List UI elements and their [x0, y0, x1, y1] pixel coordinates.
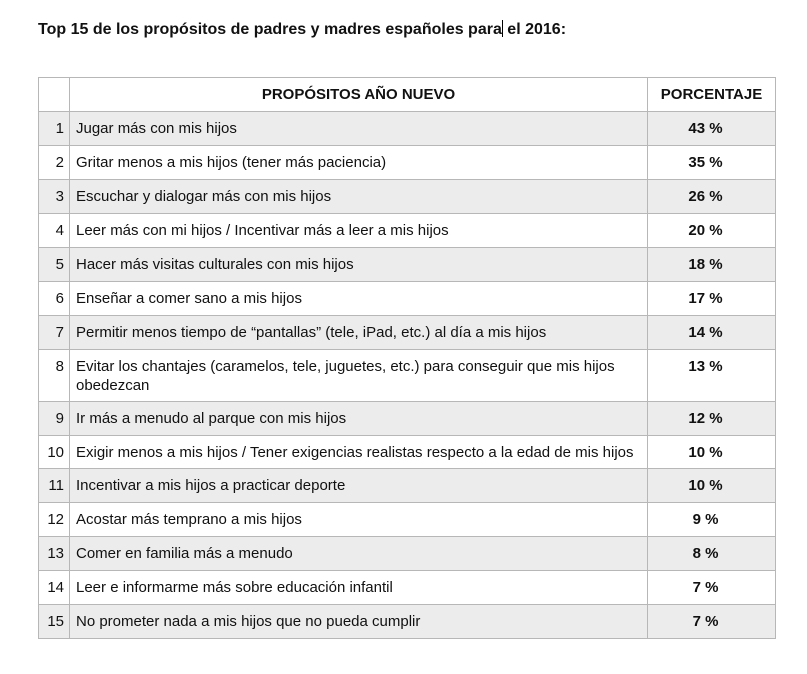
- row-percentage: 8 %: [647, 536, 776, 571]
- row-purpose: Jugar más con mis hijos: [69, 111, 648, 146]
- text-cursor: [501, 20, 503, 37]
- row-purpose: Hacer más visitas culturales con mis hij…: [69, 247, 648, 282]
- table-row: 10 Exigir menos a mis hijos / Tener exig…: [38, 435, 776, 469]
- row-purpose: Escuchar y dialogar más con mis hijos: [69, 179, 648, 214]
- row-percentage: 10 %: [647, 468, 776, 503]
- row-purpose: Evitar los chantajes (caramelos, tele, j…: [69, 349, 648, 402]
- table-row: 1 Jugar más con mis hijos 43 %: [38, 111, 776, 146]
- row-number: 4: [38, 213, 70, 248]
- row-percentage: 12 %: [647, 401, 776, 436]
- row-number: 2: [38, 145, 70, 180]
- table-row: 8 Evitar los chantajes (caramelos, tele,…: [38, 349, 776, 402]
- table-row: 15 No prometer nada a mis hijos que no p…: [38, 604, 776, 639]
- row-number: 13: [38, 536, 70, 571]
- header-number: [38, 77, 70, 112]
- row-purpose: Ir más a menudo al parque con mis hijos: [69, 401, 648, 436]
- table-row: 14 Leer e informarme más sobre educación…: [38, 570, 776, 605]
- row-number: 12: [38, 502, 70, 537]
- row-percentage: 43 %: [647, 111, 776, 146]
- row-purpose: Permitir menos tiempo de “pantallas” (te…: [69, 315, 648, 350]
- row-purpose: Gritar menos a mis hijos (tener más paci…: [69, 145, 648, 180]
- row-number: 9: [38, 401, 70, 436]
- row-number: 1: [38, 111, 70, 146]
- row-number: 5: [38, 247, 70, 282]
- row-percentage: 14 %: [647, 315, 776, 350]
- title-text-before-cursor: Top 15 de los propósitos de padres y mad…: [38, 21, 502, 38]
- row-purpose: Enseñar a comer sano a mis hijos: [69, 281, 648, 316]
- row-number: 3: [38, 179, 70, 214]
- row-number: 11: [38, 468, 70, 503]
- row-purpose: Comer en familia más a menudo: [69, 536, 648, 571]
- table-row: 6 Enseñar a comer sano a mis hijos 17 %: [38, 281, 776, 316]
- row-percentage: 18 %: [647, 247, 776, 282]
- row-purpose: Leer e informarme más sobre educación in…: [69, 570, 648, 605]
- row-purpose: Exigir menos a mis hijos / Tener exigenc…: [69, 435, 648, 469]
- row-number: 6: [38, 281, 70, 316]
- row-percentage: 20 %: [647, 213, 776, 248]
- table-row: 2 Gritar menos a mis hijos (tener más pa…: [38, 145, 776, 180]
- row-percentage: 7 %: [647, 570, 776, 605]
- row-percentage: 26 %: [647, 179, 776, 214]
- row-number: 7: [38, 315, 70, 350]
- row-percentage: 7 %: [647, 604, 776, 639]
- purposes-table: PROPÓSITOS AÑO NUEVO PORCENTAJE 1 Jugar …: [38, 77, 776, 639]
- row-purpose: Incentivar a mis hijos a practicar depor…: [69, 468, 648, 503]
- row-percentage: 13 %: [647, 349, 776, 402]
- row-percentage: 35 %: [647, 145, 776, 180]
- table-row: 9 Ir más a menudo al parque con mis hijo…: [38, 401, 776, 436]
- row-number: 8: [38, 349, 70, 402]
- header-purpose: PROPÓSITOS AÑO NUEVO: [69, 77, 648, 112]
- table-row: 11 Incentivar a mis hijos a practicar de…: [38, 468, 776, 503]
- row-percentage: 9 %: [647, 502, 776, 537]
- table-row: 3 Escuchar y dialogar más con mis hijos …: [38, 179, 776, 214]
- table-row: 13 Comer en familia más a menudo 8 %: [38, 536, 776, 571]
- table-header-row: PROPÓSITOS AÑO NUEVO PORCENTAJE: [38, 77, 776, 112]
- title-text-after-cursor: el 2016:: [502, 21, 567, 38]
- header-percentage: PORCENTAJE: [647, 77, 776, 112]
- table-row: 7 Permitir menos tiempo de “pantallas” (…: [38, 315, 776, 350]
- row-percentage: 17 %: [647, 281, 776, 316]
- row-number: 15: [38, 604, 70, 639]
- table-row: 12 Acostar más temprano a mis hijos 9 %: [38, 502, 776, 537]
- row-percentage: 10 %: [647, 435, 776, 469]
- row-number: 14: [38, 570, 70, 605]
- table-row: 4 Leer más con mi hijos / Incentivar más…: [38, 213, 776, 248]
- table-row: 5 Hacer más visitas culturales con mis h…: [38, 247, 776, 282]
- row-purpose: No prometer nada a mis hijos que no pued…: [69, 604, 648, 639]
- row-purpose: Leer más con mi hijos / Incentivar más a…: [69, 213, 648, 248]
- row-purpose: Acostar más temprano a mis hijos: [69, 502, 648, 537]
- document-title[interactable]: Top 15 de los propósitos de padres y mad…: [38, 20, 566, 39]
- row-number: 10: [38, 435, 70, 469]
